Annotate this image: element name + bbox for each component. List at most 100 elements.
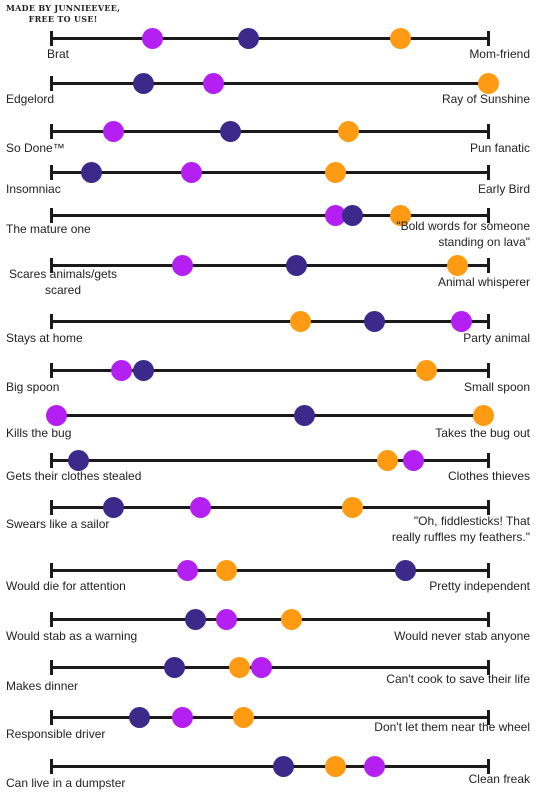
left-trait-label: Would stab as a warning bbox=[6, 628, 137, 644]
scale-right-tick bbox=[487, 313, 490, 329]
left-trait-line: Kills the bug bbox=[6, 426, 72, 440]
right-trait-label: Pun fanatic bbox=[470, 140, 530, 156]
scale-left-tick bbox=[50, 75, 53, 91]
scale-row bbox=[0, 161, 540, 183]
purple-dot bbox=[451, 310, 473, 332]
scale-right-tick bbox=[487, 709, 490, 725]
scale-track bbox=[52, 617, 488, 621]
navy-dot bbox=[133, 359, 155, 381]
scale-right-tick bbox=[487, 659, 490, 675]
scale-row bbox=[0, 449, 540, 471]
scale-right-tick bbox=[487, 758, 490, 774]
left-trait-label: Big spoon bbox=[6, 379, 59, 395]
credit-text: MADE BY JUNNIEEVEE, FREE TO USE! bbox=[6, 3, 120, 25]
navy-dot bbox=[163, 656, 185, 678]
right-trait-label: "Oh, fiddlesticks! That really ruffles my… bbox=[392, 513, 530, 545]
purple-dot bbox=[111, 359, 133, 381]
navy-dot bbox=[394, 559, 416, 581]
scale-row bbox=[0, 706, 540, 728]
purple-dot bbox=[403, 449, 425, 471]
left-trait-line: Edgelord bbox=[6, 92, 55, 106]
scale-track bbox=[52, 129, 488, 133]
scale-left-tick bbox=[50, 452, 53, 468]
navy-dot bbox=[237, 27, 259, 49]
orange-dot bbox=[324, 161, 346, 183]
left-trait-line: Scares animals/gets bbox=[8, 267, 118, 281]
left-trait-label: Would die for attention bbox=[6, 578, 126, 594]
left-trait-line: Stays at home bbox=[6, 331, 83, 345]
left-trait-line: Makes dinner bbox=[6, 679, 79, 693]
purple-dot bbox=[172, 706, 194, 728]
left-trait-label: Swears like a sailor bbox=[6, 516, 109, 532]
left-trait-line: So Done™ bbox=[6, 141, 65, 155]
right-trait-label: Party animal bbox=[463, 330, 530, 346]
left-trait-label: Can live in a dumpster bbox=[6, 775, 125, 791]
scale-row bbox=[0, 310, 540, 332]
right-trait-label: Clothes thieves bbox=[448, 468, 530, 484]
right-trait-line: Takes the bug out bbox=[435, 426, 530, 440]
scale-left-tick bbox=[50, 313, 53, 329]
scale-row bbox=[0, 27, 540, 49]
purple-dot bbox=[189, 496, 211, 518]
scale-left-tick bbox=[50, 659, 53, 675]
right-trait-label: Can't cook to save their life bbox=[386, 671, 530, 687]
left-trait-label: Edgelord bbox=[6, 91, 54, 107]
left-trait-line: The mature one bbox=[6, 222, 91, 236]
navy-dot bbox=[342, 204, 364, 226]
navy-dot bbox=[128, 706, 150, 728]
scale-track bbox=[52, 36, 488, 40]
right-trait-label: Takes the bug out bbox=[435, 425, 530, 441]
navy-dot bbox=[220, 120, 242, 142]
right-trait-line: Animal whisperer bbox=[437, 275, 530, 289]
right-trait-line: "Bold words for someone bbox=[396, 219, 530, 233]
right-trait-line: Can't cook to save their life bbox=[386, 672, 530, 686]
right-trait-label: "Bold words for someone standing on lava" bbox=[396, 218, 530, 250]
orange-dot bbox=[477, 72, 499, 94]
scale-right-tick bbox=[487, 611, 490, 627]
right-trait-label: Ray of Sunshine bbox=[442, 91, 530, 107]
scale-right-tick bbox=[487, 362, 490, 378]
right-trait-line: Ray of Sunshine bbox=[441, 92, 530, 106]
right-trait-label: Animal whisperer bbox=[438, 274, 530, 290]
orange-dot bbox=[446, 254, 468, 276]
scale-track bbox=[52, 458, 488, 462]
right-trait-line: Small spoon bbox=[463, 380, 530, 394]
left-trait-label: Gets their clothes stealed bbox=[6, 468, 141, 484]
scale-left-tick bbox=[50, 207, 53, 223]
orange-dot bbox=[390, 204, 412, 226]
scale-track bbox=[52, 81, 488, 85]
scale-left-tick bbox=[50, 362, 53, 378]
right-trait-label: Mom-friend bbox=[469, 46, 530, 62]
scale-row bbox=[0, 656, 540, 678]
left-trait-line: scared bbox=[44, 283, 81, 297]
orange-dot bbox=[416, 359, 438, 381]
left-trait-label: Scares animals/gets scared bbox=[9, 266, 117, 298]
purple-dot bbox=[364, 755, 386, 777]
right-trait-line: Would never stab anyone bbox=[394, 629, 530, 643]
scale-left-tick bbox=[50, 562, 53, 578]
orange-dot bbox=[337, 120, 359, 142]
left-trait-label: Kills the bug bbox=[6, 425, 71, 441]
scale-row bbox=[0, 120, 540, 142]
scale-row bbox=[0, 496, 540, 518]
scale-track bbox=[52, 368, 488, 372]
right-trait-line: Pretty independent bbox=[429, 579, 530, 593]
purple-dot bbox=[181, 161, 203, 183]
scale-right-tick bbox=[487, 164, 490, 180]
scale-right-tick bbox=[487, 499, 490, 515]
scale-left-tick bbox=[50, 709, 53, 725]
left-trait-line: Insomniac bbox=[6, 182, 61, 196]
purple-dot bbox=[202, 72, 224, 94]
right-trait-label: Pretty independent bbox=[429, 578, 530, 594]
left-trait-line: Would die for attention bbox=[6, 579, 126, 593]
purple-dot bbox=[102, 120, 124, 142]
left-trait-label: Makes dinner bbox=[6, 678, 78, 694]
right-trait-label: Would never stab anyone bbox=[394, 628, 530, 644]
left-trait-label: Stays at home bbox=[6, 330, 83, 346]
left-trait-label: So Done™ bbox=[6, 140, 65, 156]
right-trait-line: Mom-friend bbox=[469, 47, 530, 61]
left-trait-label: Responsible driver bbox=[6, 726, 105, 742]
navy-dot bbox=[102, 496, 124, 518]
scale-row bbox=[0, 359, 540, 381]
